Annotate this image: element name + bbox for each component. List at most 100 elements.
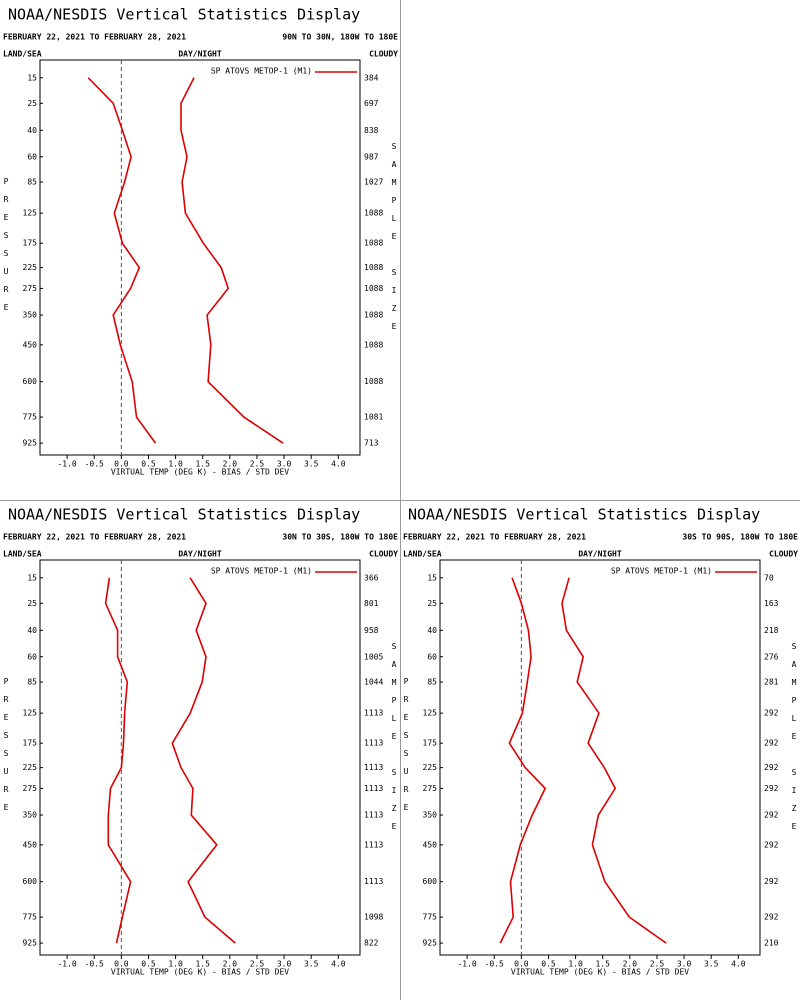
y2-axis-label: SAMPLE SIZE <box>790 642 799 840</box>
x-axis-label: VIRTUAL TEMP (DEG K) - BIAS / STD DEV <box>111 968 289 977</box>
x-tick-label: 0.0 <box>114 960 129 969</box>
sample-size: 218 <box>764 626 779 635</box>
legend-label: SP ATOVS METOP-1 (M1) <box>211 567 312 576</box>
panel: NOAA/NESDIS Vertical Statistics Display F… <box>402 506 799 977</box>
y-tick-label: 350 <box>23 311 38 320</box>
y-tick-label: 275 <box>23 284 38 293</box>
y-tick-label: 125 <box>23 709 38 718</box>
bias-line <box>104 577 132 944</box>
chart-title: NOAA/NESDIS Vertical Statistics Display <box>408 506 760 524</box>
x-axis-label: VIRTUAL TEMP (DEG K) - BIAS / STD DEV <box>511 968 689 977</box>
x-tick-label: 2.5 <box>650 960 665 969</box>
sample-size: 163 <box>764 599 779 608</box>
sample-size: 822 <box>364 939 379 948</box>
y-tick-label: 225 <box>23 263 38 272</box>
region: 30N TO 30S, 180W TO 180E <box>282 533 398 542</box>
x-tick-label: 0.0 <box>514 960 529 969</box>
y-tick-label: 775 <box>423 913 438 922</box>
y-tick-label: 60 <box>27 152 37 161</box>
sample-size: 1113 <box>364 739 383 748</box>
sample-size: 292 <box>764 784 779 793</box>
y-tick-label: 925 <box>23 439 38 448</box>
sample-size: 1113 <box>364 709 383 718</box>
sample-size: 1081 <box>364 413 383 422</box>
plot-frame <box>39 559 361 956</box>
sample-size: 1088 <box>364 311 383 320</box>
sample-size: 1113 <box>364 784 383 793</box>
plot-frame <box>39 59 361 456</box>
date-range: FEBRUARY 22, 2021 TO FEBRUARY 28, 2021 <box>403 533 586 542</box>
y2-axis-label: SAMPLE SIZE <box>390 142 399 340</box>
y-tick-label: 25 <box>27 99 37 108</box>
y-tick-label: 925 <box>23 939 38 948</box>
date-range: FEBRUARY 22, 2021 TO FEBRUARY 28, 2021 <box>3 533 186 542</box>
y-tick-label: 275 <box>423 784 438 793</box>
sample-size: 1088 <box>364 239 383 248</box>
sample-size: 292 <box>764 913 779 922</box>
x-tick-label: 0.5 <box>541 960 556 969</box>
y-tick-label: 15 <box>27 573 37 582</box>
sample-size: 1113 <box>364 877 383 886</box>
sample-size: 210 <box>764 939 779 948</box>
y-tick-label: 225 <box>423 763 438 772</box>
y-tick-label: 125 <box>23 209 38 218</box>
x-tick-label: 1.0 <box>168 960 183 969</box>
sample-size: 713 <box>364 439 379 448</box>
x-tick-label: -0.5 <box>85 460 104 469</box>
x-tick-label: 2.0 <box>623 960 638 969</box>
sample-size: 801 <box>364 599 379 608</box>
y-tick-label: 125 <box>423 709 438 718</box>
y-tick-label: 85 <box>27 178 37 187</box>
sample-size: 292 <box>764 709 779 718</box>
x-tick-label: -1.0 <box>57 460 76 469</box>
y-tick-label: 175 <box>423 739 438 748</box>
panel: NOAA/NESDIS Vertical Statistics Display F… <box>2 6 399 477</box>
plot-frame <box>439 559 761 956</box>
y-tick-label: 600 <box>423 877 438 886</box>
y-tick-label: 350 <box>23 811 38 820</box>
sample-size: 292 <box>764 763 779 772</box>
date-range: FEBRUARY 22, 2021 TO FEBRUARY 28, 2021 <box>3 33 186 42</box>
sample-size: 281 <box>764 678 779 687</box>
day-night-label: DAY/NIGHT <box>178 50 222 59</box>
y-tick-label: 85 <box>427 678 437 687</box>
legend-label: SP ATOVS METOP-1 (M1) <box>211 67 312 76</box>
y-tick-label: 40 <box>27 126 37 135</box>
x-tick-label: 3.5 <box>304 460 319 469</box>
sample-size: 70 <box>764 573 774 582</box>
x-tick-label: -1.0 <box>457 960 476 969</box>
y-tick-label: 450 <box>423 840 438 849</box>
sample-size: 292 <box>764 811 779 820</box>
y-tick-label: 600 <box>23 377 38 386</box>
cloudy-label: CLOUDY <box>369 50 398 59</box>
x-tick-label: 3.0 <box>677 960 692 969</box>
x-tick-label: 2.5 <box>250 960 265 969</box>
y-tick-label: 85 <box>27 678 37 687</box>
y-tick-label: 450 <box>23 840 38 849</box>
sample-size: 1113 <box>364 840 383 849</box>
y-tick-label: 275 <box>23 784 38 793</box>
sample-size: 1088 <box>364 340 383 349</box>
y-tick-label: 775 <box>23 913 38 922</box>
std-dev-line <box>180 77 284 444</box>
sample-size: 987 <box>364 152 379 161</box>
y-tick-label: 25 <box>27 599 37 608</box>
sample-size: 1088 <box>364 209 383 218</box>
x-tick-label: 1.0 <box>568 960 583 969</box>
y-tick-label: 40 <box>27 626 37 635</box>
x-tick-label: 0.0 <box>114 460 129 469</box>
y-tick-label: 175 <box>23 239 38 248</box>
x-tick-label: 3.0 <box>277 960 292 969</box>
day-night-label: DAY/NIGHT <box>178 550 222 559</box>
sample-size: 1027 <box>364 178 383 187</box>
sample-size: 292 <box>764 877 779 886</box>
sample-size: 292 <box>764 840 779 849</box>
sample-size: 1113 <box>364 811 383 820</box>
std-dev-line <box>561 577 667 944</box>
x-tick-label: 2.5 <box>250 460 265 469</box>
x-tick-label: 1.5 <box>195 960 210 969</box>
sample-size: 1044 <box>364 678 383 687</box>
day-night-label: DAY/NIGHT <box>578 550 622 559</box>
y-tick-label: 775 <box>23 413 38 422</box>
x-tick-label: -0.5 <box>85 960 104 969</box>
